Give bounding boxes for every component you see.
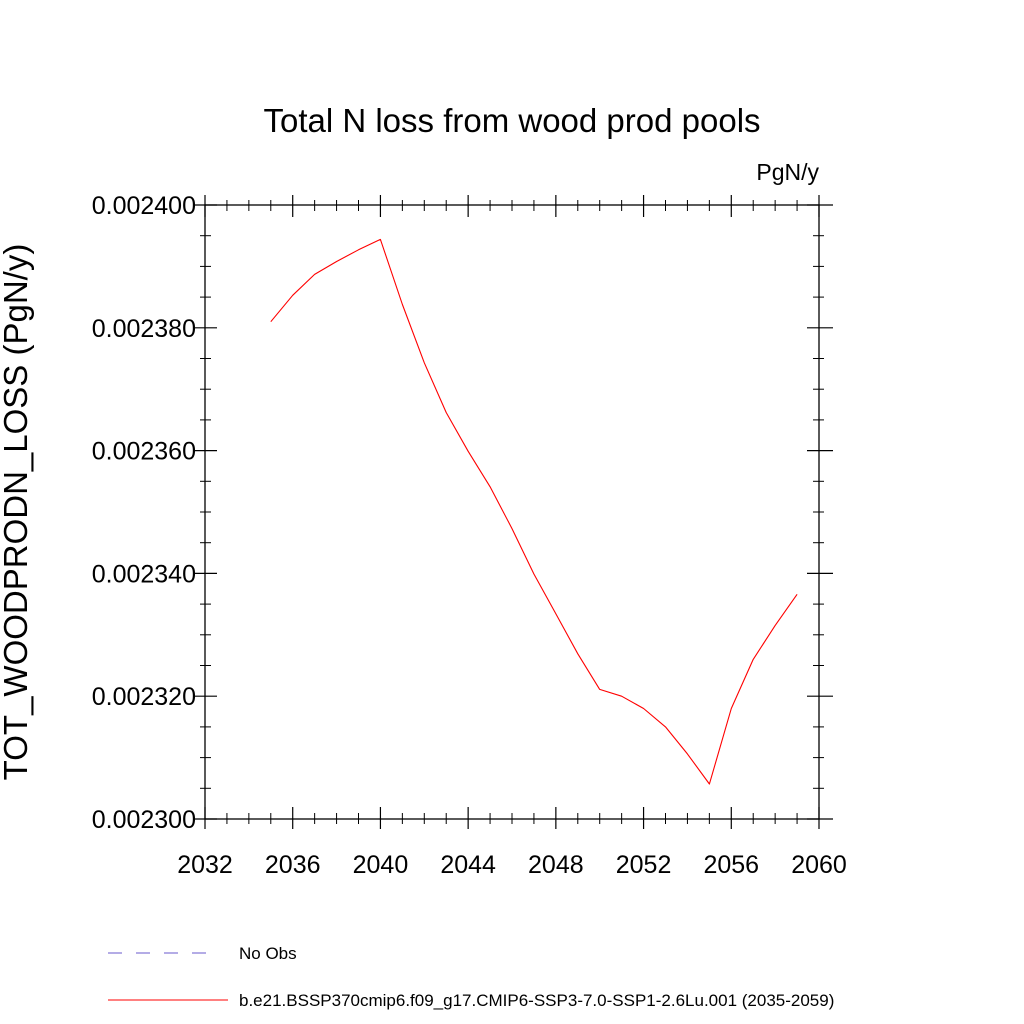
legend: No Obs b.e21.BSSP370cmip6.f09_g17.CMIP6-… (108, 944, 834, 1010)
y-tick-label: 0.002320 (92, 683, 196, 711)
x-tick-label: 2056 (703, 851, 759, 879)
y-tick-label: 0.002360 (92, 438, 196, 466)
x-tick-label: 2036 (265, 851, 321, 879)
x-tick-label: 2048 (528, 851, 584, 879)
plot-frame (204, 204, 820, 820)
chart-title: Total N loss from wood prod pools (263, 102, 760, 139)
tick-labels: 2032 2036 2040 2044 2048 2052 2056 2060 0.002300… (92, 192, 847, 879)
y-tick-label: 0.002300 (92, 806, 196, 834)
x-tick-label: 2044 (440, 851, 496, 879)
x-tick-label: 2032 (177, 851, 233, 879)
y-tick-label: 0.002400 (92, 192, 196, 220)
series-line (270, 238, 798, 785)
series-layer (270, 238, 798, 785)
y-tick-label: 0.002380 (92, 315, 196, 343)
units-label: PgN/y (756, 159, 819, 185)
axis-ticks (195, 195, 833, 829)
x-tick-label: 2052 (616, 851, 672, 879)
legend-label-series: b.e21.BSSP370cmip6.f09_g17.CMIP6-SSP3-7.… (239, 991, 834, 1010)
y-tick-label: 0.002340 (92, 560, 196, 588)
x-tick-label: 2040 (353, 851, 409, 879)
legend-label-no-obs: No Obs (239, 944, 297, 963)
x-tick-label: 2060 (791, 851, 847, 879)
y-axis-label: TOT_WOODPRODN_LOSS (PgN/y) (0, 244, 34, 781)
